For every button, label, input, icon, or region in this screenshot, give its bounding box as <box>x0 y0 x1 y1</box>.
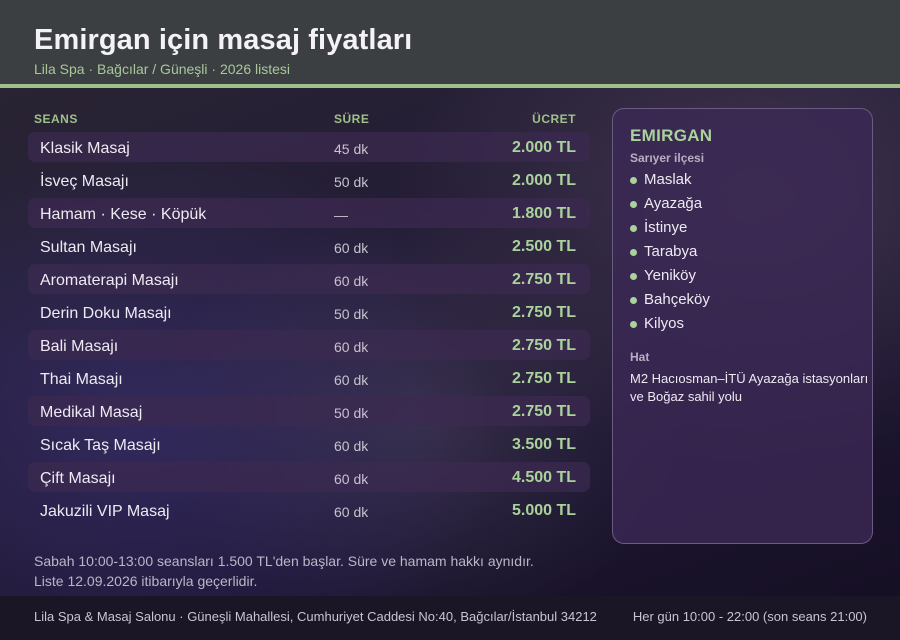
session-price: 2.000 TL <box>511 172 576 189</box>
transit-line-1: M2 Hacıosman–İTÜ Ayazağa istasyonları <box>630 371 869 386</box>
session-price: 4.500 TL <box>511 469 576 486</box>
place-item: Kilyos <box>630 315 710 339</box>
session-price: 2.750 TL <box>511 370 576 387</box>
place-item: Yeniköy <box>630 267 710 291</box>
session-name: Bali Masajı <box>40 338 119 355</box>
place-label: Bahçeköy <box>644 291 710 308</box>
bullet-icon <box>630 273 637 280</box>
session-name: Çift Masajı <box>40 470 116 487</box>
bullet-icon <box>630 225 637 232</box>
table-row: İsveç Masajı 50 dk 2.000 TL <box>28 165 590 195</box>
page-header: Emirgan için masaj fiyatları Lila Spa · … <box>0 0 900 88</box>
place-label: Tarabya <box>644 243 698 260</box>
session-name: Jakuzili VIP Masaj <box>40 503 170 520</box>
session-price: 1.800 TL <box>511 205 576 222</box>
table-row: Sultan Masajı 60 dk 2.500 TL <box>28 231 590 261</box>
column-header-price: ÜCRET <box>532 112 576 126</box>
bullet-icon <box>630 297 637 304</box>
place-item: İstinye <box>630 219 710 243</box>
place-item: Maslak <box>630 171 710 195</box>
place-item: Ayazağa <box>630 195 710 219</box>
session-price: 5.000 TL <box>511 502 576 519</box>
bullet-icon <box>630 249 637 256</box>
session-name: Medikal Masaj <box>40 404 143 421</box>
session-price: 2.000 TL <box>511 139 576 156</box>
session-price: 2.750 TL <box>511 304 576 321</box>
district-subtitle: Sarıyer ilçesi <box>630 151 705 165</box>
bullet-icon <box>630 321 637 328</box>
table-row: Klasik Masaj 45 dk 2.000 TL <box>28 132 590 162</box>
place-list: Maslak Ayazağa İstinye Tarabya Yeniköy Bahçek… <box>630 171 710 339</box>
place-label: Kilyos <box>644 315 685 332</box>
district-panel: EMIRGAN Sarıyer ilçesi Maslak Ayazağa İsti… <box>612 108 873 544</box>
table-row: Thai Masajı 60 dk 2.750 TL <box>28 363 590 393</box>
session-name: Sıcak Taş Masajı <box>40 437 161 454</box>
session-duration: 60 dk <box>334 438 369 454</box>
page-subtitle: Lila Spa · Bağcılar / Güneşli · 2026 lis… <box>34 61 291 77</box>
column-header-session: SEANS <box>34 112 78 126</box>
session-name: Thai Masajı <box>40 371 123 388</box>
morning-note: Sabah 10:00-13:00 seansları 1.500 TL'den… <box>34 553 534 569</box>
transit-text: M2 Hacıosman–İTÜ Ayazağa istasyonları ve… <box>630 370 874 406</box>
session-price: 3.500 TL <box>511 436 576 453</box>
district-title: EMIRGAN <box>630 126 713 145</box>
session-name: Aromaterapi Masajı <box>40 272 179 289</box>
page-title: Emirgan için masaj fiyatları <box>34 24 413 56</box>
session-duration: 50 dk <box>334 306 369 322</box>
transit-line-2: ve Boğaz sahil yolu <box>630 389 743 404</box>
validity-note: Liste 12.09.2026 itibarıyla geçerlidir. <box>34 573 258 589</box>
footer-hours: Her gün 10:00 - 22:00 (son seans 21:00) <box>632 609 867 624</box>
session-duration: 50 dk <box>334 405 369 421</box>
session-duration: 50 dk <box>334 174 369 190</box>
session-price: 2.500 TL <box>511 238 576 255</box>
table-row: Derin Doku Masajı 50 dk 2.750 TL <box>28 297 590 327</box>
session-price: 2.750 TL <box>511 337 576 354</box>
session-duration: 60 dk <box>334 240 369 256</box>
place-item: Tarabya <box>630 243 710 267</box>
footer-address: Lila Spa & Masaj Salonu · Güneşli Mahall… <box>34 609 597 624</box>
place-label: Yeniköy <box>644 267 696 284</box>
session-name: İsveç Masajı <box>40 173 129 190</box>
place-item: Bahçeköy <box>630 291 710 315</box>
session-duration: 60 dk <box>334 504 369 520</box>
price-table: Klasik Masaj 45 dk 2.000 TL İsveç Masajı 50 … <box>28 132 590 528</box>
bullet-icon <box>630 201 637 208</box>
bullet-icon <box>630 177 637 184</box>
session-duration: 60 dk <box>334 372 369 388</box>
column-header-duration: SÜRE <box>334 112 370 126</box>
session-duration: 60 dk <box>334 471 369 487</box>
session-name: Derin Doku Masajı <box>40 305 172 322</box>
page-footer: Lila Spa & Masaj Salonu · Güneşli Mahall… <box>0 596 900 640</box>
table-row: Medikal Masaj 50 dk 2.750 TL <box>28 396 590 426</box>
table-row: Çift Masajı 60 dk 4.500 TL <box>28 462 590 492</box>
table-row: Sıcak Taş Masajı 60 dk 3.500 TL <box>28 429 590 459</box>
session-duration: 60 dk <box>334 273 369 289</box>
session-price: 2.750 TL <box>511 271 576 288</box>
session-duration: 60 dk <box>334 339 369 355</box>
table-row: Hamam · Kese · Köpük — 1.800 TL <box>28 198 590 228</box>
place-label: Ayazağa <box>644 195 703 212</box>
session-price: 2.750 TL <box>511 403 576 420</box>
table-row: Aromaterapi Masajı 60 dk 2.750 TL <box>28 264 590 294</box>
table-row: Bali Masajı 60 dk 2.750 TL <box>28 330 590 360</box>
session-duration: 45 dk <box>334 141 369 157</box>
session-duration: — <box>334 207 348 223</box>
session-name: Sultan Masajı <box>40 239 137 256</box>
transit-label: Hat <box>630 350 650 364</box>
table-row: Jakuzili VIP Masaj 60 dk 5.000 TL <box>28 495 590 525</box>
place-label: Maslak <box>644 171 692 188</box>
session-name: Hamam · Kese · Köpük <box>40 206 207 223</box>
session-name: Klasik Masaj <box>40 140 130 157</box>
place-label: İstinye <box>644 219 688 236</box>
